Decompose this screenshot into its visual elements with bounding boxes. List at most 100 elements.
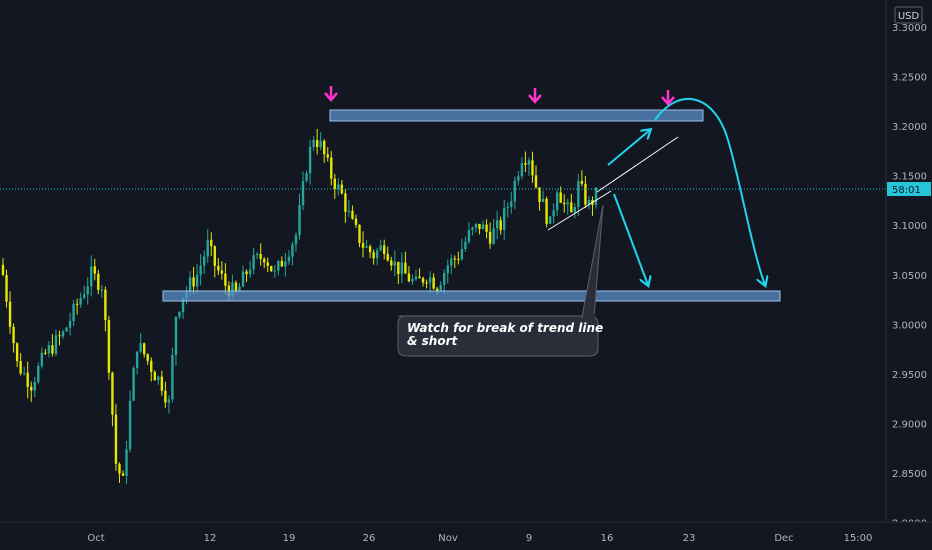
candle-body — [584, 183, 587, 205]
currency-label: USD — [898, 11, 920, 22]
candle-body — [210, 239, 213, 247]
trend-line-lower[interactable] — [547, 190, 612, 231]
candle-body — [192, 277, 195, 287]
down-arrow-short[interactable] — [613, 193, 648, 285]
candle-body — [195, 274, 199, 287]
candle-body — [439, 284, 442, 292]
currency-badge[interactable]: USD — [894, 6, 923, 24]
candle-body — [347, 210, 351, 212]
candle-body — [305, 173, 308, 181]
candle-body — [160, 376, 164, 391]
candle-body — [125, 449, 128, 476]
candle-body — [506, 206, 509, 209]
time-tick-label: Oct — [87, 533, 104, 544]
time-axis[interactable] — [0, 522, 932, 550]
time-tick-label: 26 — [363, 533, 376, 544]
candle-body — [90, 266, 93, 287]
candle-body — [443, 273, 446, 285]
candle-body — [22, 372, 26, 374]
plot-area[interactable] — [0, 0, 886, 522]
support-zone[interactable] — [162, 290, 781, 302]
candle-body — [432, 277, 435, 289]
candle-body — [75, 303, 79, 305]
price-tick-label: 3.1000 — [892, 221, 927, 232]
candle-body — [65, 327, 68, 332]
annotation-line-1: Watch for break of trend line — [407, 321, 603, 335]
candle-body — [277, 261, 280, 271]
candle-body — [308, 146, 312, 174]
candle-body — [171, 355, 174, 400]
candle-body — [383, 245, 386, 254]
candle-body — [481, 224, 485, 230]
candle-body — [54, 335, 58, 354]
candle-body — [351, 210, 354, 219]
candle-body — [26, 372, 29, 387]
candle-body — [354, 218, 358, 225]
candle-body — [390, 260, 393, 266]
candle-body — [174, 316, 178, 356]
candle-body — [319, 140, 322, 148]
candle-body — [139, 343, 142, 352]
candle-body — [573, 207, 577, 213]
up-arrow[interactable] — [607, 130, 650, 166]
candle-body — [464, 241, 467, 250]
candle-body — [527, 160, 531, 165]
candle-body — [44, 352, 47, 354]
candle-body — [393, 261, 397, 266]
candle-body — [485, 224, 488, 232]
candle-body — [407, 273, 411, 282]
candle-body — [202, 256, 206, 266]
current-price-tag: 58:01 — [887, 182, 931, 196]
trend-line-upper[interactable] — [596, 136, 679, 193]
candle-body — [386, 253, 389, 261]
time-tick-label: Nov — [438, 533, 458, 544]
candle-body — [61, 331, 65, 337]
price-tick-label: 2.9000 — [892, 419, 927, 430]
candle-body — [270, 265, 273, 272]
candle-body — [541, 198, 545, 203]
candle-body — [563, 202, 566, 205]
candle-body — [51, 345, 54, 354]
candle-body — [181, 298, 185, 312]
candle-body — [372, 252, 375, 259]
candles-group — [1, 129, 598, 485]
candle-body — [135, 351, 139, 368]
candle-body — [580, 180, 584, 184]
time-axis-ticks: Oct 12 19 26 Nov 9 16 23 Dec 15:00 — [87, 533, 872, 544]
time-tick-label: 15:00 — [844, 533, 873, 544]
candle-body — [252, 255, 255, 270]
candle-body — [312, 140, 315, 147]
price-tick-label: 3.2500 — [892, 73, 927, 84]
candle-body — [365, 246, 368, 248]
arc-arrow[interactable] — [654, 97, 765, 285]
candle-body — [245, 271, 248, 275]
candle-body — [294, 235, 298, 245]
candle-body — [379, 245, 382, 251]
candle-body — [72, 303, 75, 321]
candle-body — [577, 180, 580, 208]
candle-body — [217, 265, 220, 271]
candle-body — [478, 223, 481, 230]
candle-body — [474, 223, 478, 228]
candle-body — [263, 258, 266, 263]
annotation-callout[interactable]: Watch for break of trend line & short — [397, 204, 604, 357]
candle-body — [488, 231, 492, 244]
candle-body — [37, 365, 40, 382]
price-axis[interactable] — [886, 0, 932, 522]
candle-body — [400, 262, 404, 275]
candle-body — [40, 352, 44, 366]
candle-body — [132, 367, 135, 401]
candle-body — [495, 220, 499, 229]
candle-body — [224, 273, 227, 286]
resistance-zone[interactable] — [329, 109, 704, 122]
candle-body — [594, 187, 598, 205]
candle-body — [68, 320, 72, 328]
magenta-arrow-icon — [661, 90, 675, 106]
candle-body — [259, 253, 262, 259]
candle-body — [298, 205, 301, 236]
candle-body — [107, 320, 111, 373]
candle-body — [238, 286, 241, 292]
time-tick-label: 9 — [526, 533, 532, 544]
candle-body — [517, 176, 520, 181]
